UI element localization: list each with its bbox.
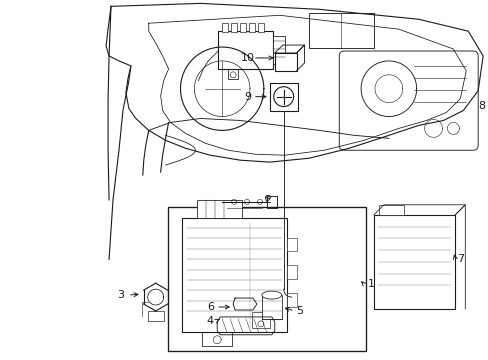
Bar <box>286 265 296 279</box>
Bar <box>182 218 286 332</box>
Bar <box>167 207 366 351</box>
Bar <box>274 53 296 71</box>
Text: 3: 3 <box>117 290 124 300</box>
FancyBboxPatch shape <box>339 51 477 150</box>
Text: 1: 1 <box>367 279 374 289</box>
Bar <box>240 23 245 32</box>
Bar <box>262 295 281 319</box>
Text: 5: 5 <box>295 306 303 316</box>
Bar <box>272 36 284 64</box>
Text: 8: 8 <box>478 100 485 111</box>
Bar <box>286 238 296 251</box>
Bar <box>218 31 272 69</box>
Bar <box>248 23 254 32</box>
Text: 10: 10 <box>241 53 254 63</box>
Text: 4: 4 <box>206 316 213 326</box>
Bar <box>286 293 296 307</box>
Text: 9: 9 <box>244 92 251 102</box>
Bar <box>251 312 269 328</box>
Bar <box>257 23 264 32</box>
Bar <box>222 23 228 32</box>
Bar <box>147 311 163 321</box>
Bar <box>309 13 373 48</box>
Text: 6: 6 <box>206 302 213 312</box>
Bar <box>269 83 297 111</box>
Bar <box>197 200 242 218</box>
Bar <box>378 205 403 215</box>
Bar <box>231 23 237 32</box>
Ellipse shape <box>262 291 281 299</box>
Text: 7: 7 <box>456 255 463 264</box>
Bar <box>373 215 454 309</box>
Text: 2: 2 <box>264 195 271 205</box>
